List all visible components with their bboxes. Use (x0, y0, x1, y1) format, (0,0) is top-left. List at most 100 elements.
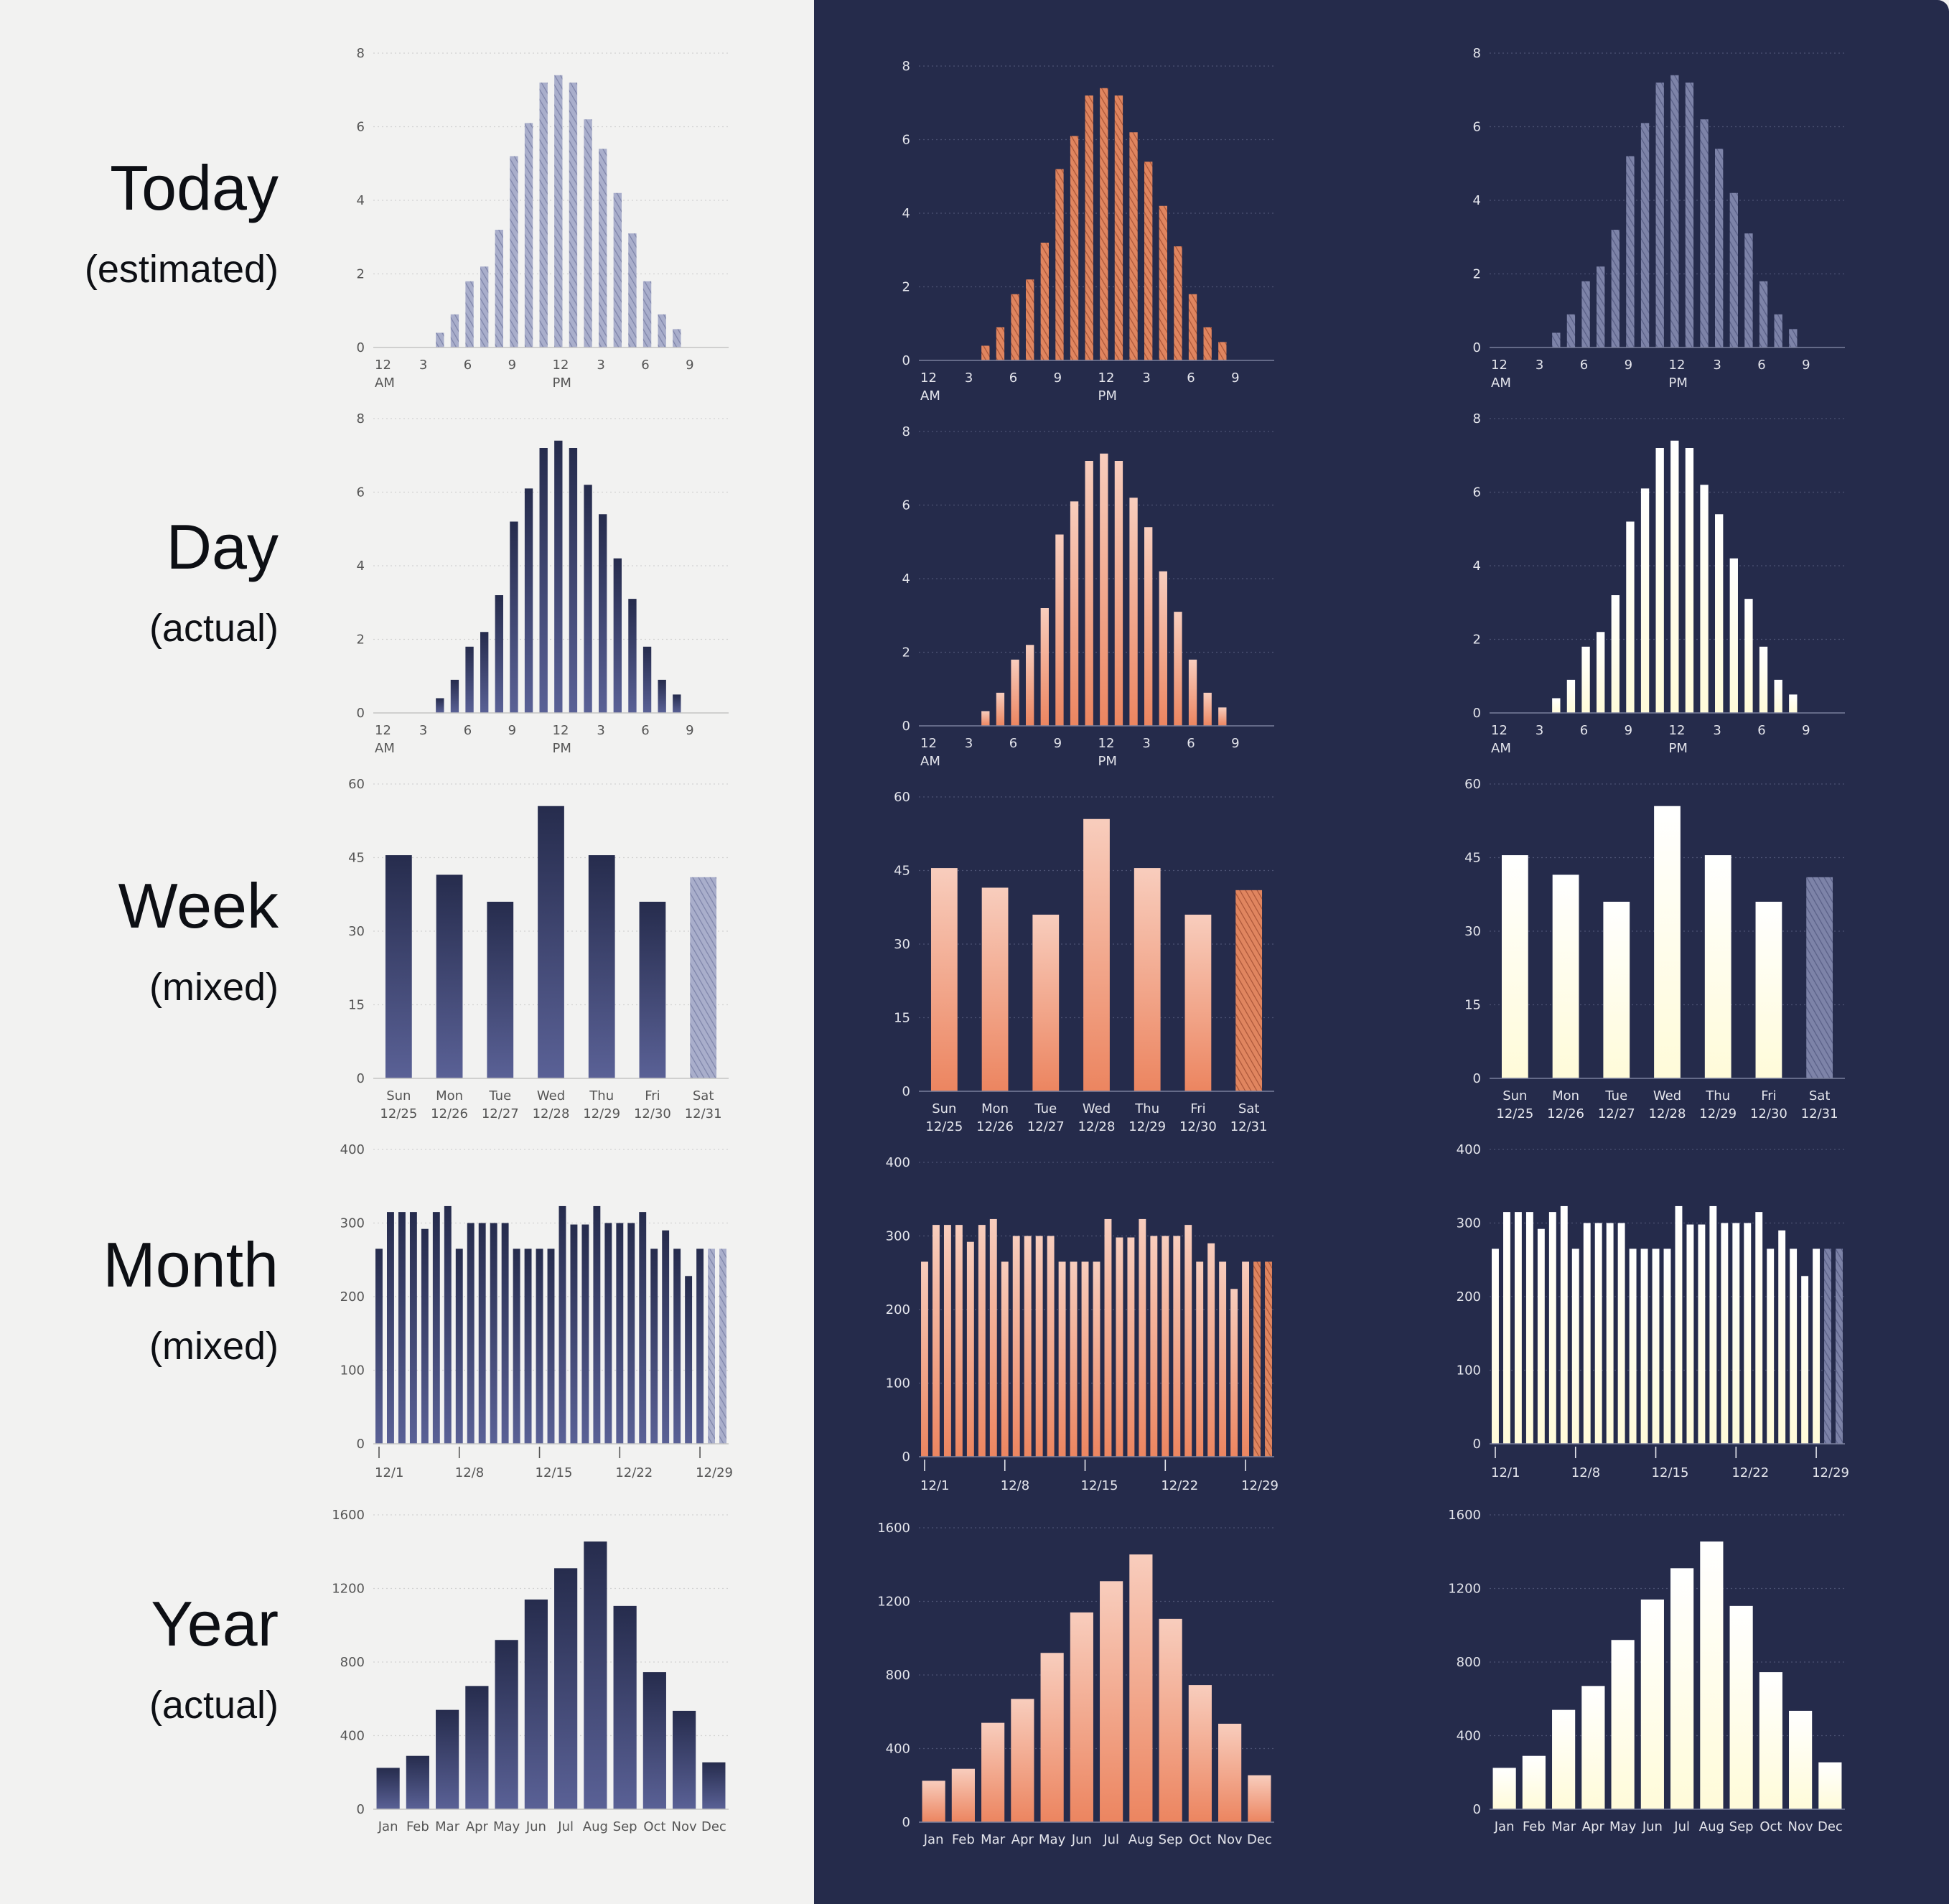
bar-7 (480, 266, 489, 347)
bar-12/5 (966, 1241, 974, 1457)
bar-Jan (922, 1781, 945, 1822)
bar-15 (1144, 527, 1153, 726)
bar-12/10 (1024, 1236, 1032, 1457)
bar-12/20 (1139, 1218, 1146, 1457)
bar-12/9 (1012, 1236, 1020, 1457)
row-label-year: Year (actual) (0, 1592, 279, 1725)
bar-Wed (1654, 806, 1681, 1078)
bar-14 (1700, 119, 1709, 347)
bar-12/3 (398, 1212, 406, 1444)
x-category-label: Fri (645, 1088, 660, 1103)
y-tick-label: 6 (357, 485, 365, 500)
x-tick-label: 12 (375, 723, 391, 738)
bar-Fri (1184, 915, 1212, 1091)
x-tick-label: 9 (508, 723, 516, 738)
bar-12/14 (524, 1249, 532, 1444)
x-tick-sublabel: AM (375, 741, 395, 756)
x-category-date: 12/30 (1179, 1119, 1217, 1134)
bar-Oct (1759, 1672, 1782, 1809)
y-tick-label: 400 (886, 1155, 910, 1170)
x-tick-sublabel: PM (553, 741, 571, 756)
x-tick-sublabel: PM (1669, 375, 1688, 391)
bar-16 (613, 192, 622, 347)
x-tick-label: 3 (597, 358, 604, 373)
bar-Aug (584, 1541, 607, 1809)
bar-18 (642, 646, 652, 713)
chart-day-light: 0 2 4 6 8 12 AM 3 6 9 12 PM 3 6 9 (357, 411, 729, 756)
x-tick-label: 12/22 (1731, 1465, 1769, 1480)
chart-year-dark-orange: 0 400 800 1200 1600 Jan Feb Mar Apr May Jun Jul Aug S… (877, 1521, 1274, 1847)
y-tick-label: 400 (340, 1142, 365, 1157)
bar-Fri (1755, 902, 1782, 1078)
bar-Tue (1032, 915, 1060, 1091)
x-category-label: Feb (952, 1832, 975, 1847)
x-category-date: 12/27 (482, 1106, 519, 1121)
bar-19 (1203, 692, 1212, 726)
bar-12/29 (1813, 1249, 1821, 1444)
bar-12/6 (432, 1212, 440, 1444)
bar-Jan (1492, 1768, 1516, 1809)
bar-4 (436, 698, 444, 713)
x-tick-label: 12 (920, 370, 937, 386)
bar-Jan (376, 1768, 400, 1809)
bar-12/4 (955, 1225, 963, 1457)
bar-11 (1085, 461, 1093, 726)
y-tick-label: 100 (886, 1376, 910, 1391)
x-category-label: May (1609, 1819, 1637, 1834)
x-category-label: Sep (613, 1819, 637, 1834)
bar-12 (554, 440, 563, 713)
x-category-label: Mon (981, 1101, 1009, 1116)
bar-12/18 (570, 1224, 578, 1444)
y-tick-label: 0 (357, 1437, 365, 1452)
x-tick-sublabel: AM (1491, 741, 1511, 756)
bar-12/25 (1767, 1249, 1775, 1444)
bar-12 (1670, 75, 1679, 347)
y-tick-label: 4 (357, 193, 365, 208)
bar-12/31 (1836, 1249, 1843, 1444)
x-tick-label: 6 (1009, 736, 1017, 751)
x-tick-label: 9 (1802, 723, 1810, 738)
x-tick-label: 9 (1625, 358, 1632, 373)
x-tick-label: 9 (1231, 736, 1239, 751)
row-label-today: Today (estimated) (0, 157, 279, 289)
x-category-date: 12/31 (1801, 1106, 1838, 1121)
bar-12/28 (1801, 1276, 1809, 1444)
bar-May (495, 1640, 518, 1809)
bar-13 (1114, 461, 1123, 726)
bar-12/23 (1744, 1223, 1752, 1444)
bar-Aug (1700, 1541, 1724, 1809)
y-tick-label: 4 (1473, 559, 1481, 574)
y-tick-label: 0 (902, 1450, 910, 1465)
bar-12/3 (1514, 1212, 1522, 1444)
bar-7 (1026, 279, 1034, 360)
y-tick-label: 0 (357, 1071, 365, 1086)
bar-Oct (642, 1672, 666, 1809)
bar-10 (1640, 488, 1650, 713)
bar-12/25 (650, 1249, 658, 1444)
y-tick-label: 0 (902, 1815, 910, 1830)
bar-12/19 (581, 1224, 589, 1444)
bar-12/13 (1058, 1261, 1066, 1457)
x-category-label: Nov (1788, 1819, 1813, 1834)
x-tick-label: 12/22 (615, 1465, 653, 1480)
bar-12/4 (409, 1212, 417, 1444)
x-tick-label: 6 (464, 358, 472, 373)
bar-12/25 (1196, 1261, 1204, 1457)
bar-18 (1188, 659, 1197, 726)
x-tick-label: 12 (1669, 723, 1686, 738)
x-category-label: Tue (488, 1088, 511, 1103)
bar-12/26 (1207, 1243, 1215, 1457)
bar-11 (539, 448, 548, 713)
bar-6 (1011, 659, 1019, 726)
y-tick-label: 1200 (1448, 1582, 1481, 1597)
bar-12/20 (593, 1205, 601, 1444)
bar-12/18 (1116, 1237, 1123, 1457)
x-category-label: Jan (378, 1819, 398, 1834)
x-tick-label: 12/15 (1081, 1478, 1118, 1493)
bar-12/19 (1698, 1224, 1706, 1444)
bar-12/8 (1001, 1261, 1009, 1457)
x-tick-label: 12/29 (1241, 1478, 1279, 1493)
x-tick-label: 12 (920, 736, 937, 751)
y-tick-label: 8 (357, 411, 365, 426)
